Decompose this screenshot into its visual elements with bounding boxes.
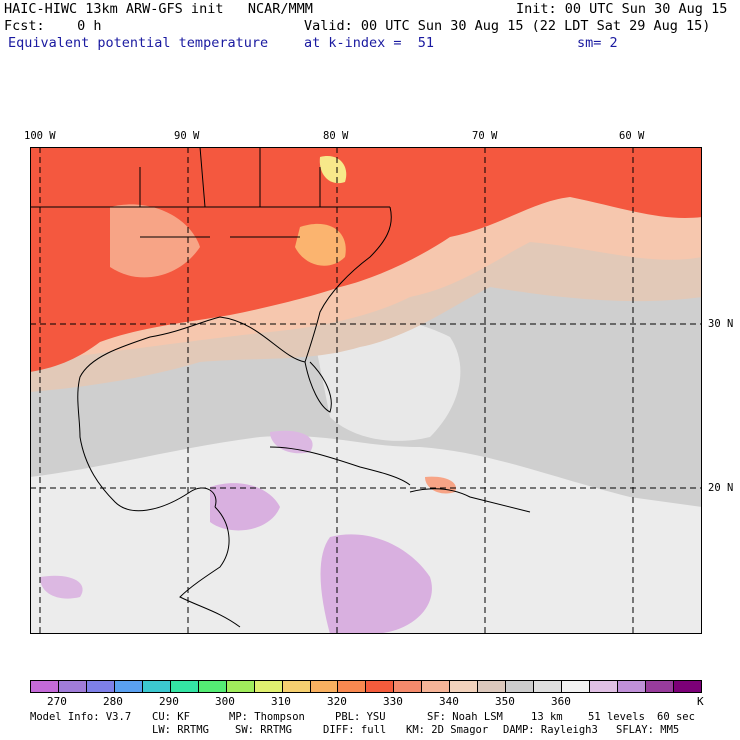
header-field-name: Equivalent potential temperature: [8, 35, 269, 51]
colorbar-swatch: [31, 681, 59, 692]
colorbar-swatch: [645, 681, 674, 692]
colorbar-tick-label: 320: [327, 695, 347, 708]
header-smoothing: sm= 2: [577, 35, 618, 51]
footer-levels: 51 levels: [588, 711, 645, 723]
colorbar-swatch: [310, 681, 339, 692]
footer-sf: SF: Noah LSM: [427, 711, 503, 723]
lon-label-80w: 80 W: [323, 130, 349, 142]
colorbar-tick-label: 280: [103, 695, 123, 708]
footer-km: KM: 2D Smagor: [406, 724, 489, 736]
colorbar: [30, 680, 702, 693]
colorbar-tick-label: 360: [551, 695, 571, 708]
colorbar-unit: K: [697, 695, 704, 708]
field-lavender-south: [320, 534, 432, 634]
footer-timestep: 60 sec: [657, 711, 695, 723]
lon-label-60w: 60 W: [619, 130, 645, 142]
field-orange-carolinas: [295, 223, 346, 266]
colorbar-swatch: [478, 681, 507, 692]
colorbar-swatch: [58, 681, 87, 692]
lat-label-20n: 20 N: [708, 482, 734, 494]
header-init-time: Init: 00 UTC Sun 30 Aug 15: [516, 1, 728, 17]
footer-model-info: Model Info: V3.7: [30, 711, 132, 723]
field-yellow-virginia: [319, 156, 347, 184]
colorbar-swatch: [673, 681, 701, 692]
colorbar-swatch: [450, 681, 479, 692]
colorbar-swatch: [170, 681, 199, 692]
colorbar-swatch: [506, 681, 535, 692]
colorbar-swatch: [114, 681, 143, 692]
colorbar-swatch: [590, 681, 619, 692]
map-frame: [30, 147, 702, 634]
coast-gulf: [77, 316, 306, 512]
footer-damp: DAMP: Rayleigh3: [503, 724, 598, 736]
field-lavender-pacific: [40, 575, 83, 599]
colorbar-swatch: [422, 681, 451, 692]
header-k-index: at k-index = 51: [304, 35, 435, 51]
header-valid-time: Valid: 00 UTC Sun 30 Aug 15 (22 LDT Sat …: [304, 18, 711, 34]
colorbar-tick-label: 330: [383, 695, 403, 708]
colorbar-swatch: [282, 681, 311, 692]
coast-hispaniola: [409, 488, 531, 513]
footer-cu: CU: KF: [152, 711, 190, 723]
map-svg: [30, 147, 702, 634]
footer-resolution: 13 km: [531, 711, 563, 723]
colorbar-swatch: [562, 681, 591, 692]
coast-east-us: [304, 206, 392, 413]
field-lavender-yucatan: [210, 483, 280, 531]
colorbar-swatch: [534, 681, 563, 692]
border-states: [139, 147, 321, 238]
lon-label-90w: 90 W: [174, 130, 200, 142]
colorbar-tick-label: 270: [47, 695, 67, 708]
map-graticule: [30, 147, 702, 634]
map-coastlines: [30, 147, 531, 628]
field-salmon-inland: [110, 204, 200, 278]
footer-lw: LW: RRTMG: [152, 724, 209, 736]
colorbar-swatch: [618, 681, 646, 692]
header-model-title: HAIC-HIWC 13km ARW-GFS init NCAR/MMM: [4, 1, 313, 17]
field-light-south: [30, 435, 702, 634]
colorbar-tick-label: 340: [439, 695, 459, 708]
footer-pbl: PBL: YSU: [335, 711, 386, 723]
lat-label-30n: 30 N: [708, 318, 734, 330]
colorbar-tick-label: 350: [495, 695, 515, 708]
footer-diff: DIFF: full: [323, 724, 387, 736]
colorbar-swatch: [366, 681, 395, 692]
lon-label-100w: 100 W: [24, 130, 56, 142]
colorbar-swatch: [394, 681, 423, 692]
header-forecast-hour: Fcst: 0 h: [4, 18, 102, 34]
map-plot: [30, 147, 702, 634]
colorbar-swatch: [86, 681, 115, 692]
footer-mp: MP: Thompson: [229, 711, 305, 723]
colorbar-swatch: [226, 681, 255, 692]
colorbar-swatch: [142, 681, 171, 692]
lon-label-70w: 70 W: [472, 130, 498, 142]
coast-cuba: [269, 446, 411, 486]
colorbar-tick-label: 290: [159, 695, 179, 708]
colorbar-tick-label: 310: [271, 695, 291, 708]
colorbar-swatch: [254, 681, 283, 692]
footer-sflay: SFLAY: MM5: [616, 724, 680, 736]
colorbar-tick-label: 300: [215, 695, 235, 708]
colorbar-swatch: [338, 681, 367, 692]
colorbar-swatch: [198, 681, 227, 692]
footer-sw: SW: RRTMG: [235, 724, 292, 736]
coast-central-america: [179, 506, 241, 628]
